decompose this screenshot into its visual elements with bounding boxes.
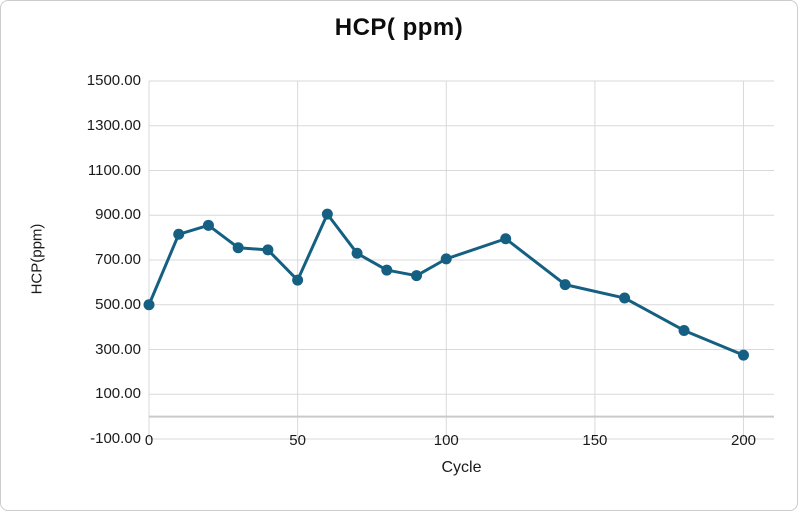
data-point-marker: [381, 264, 393, 276]
data-point-marker: [262, 244, 274, 256]
x-tick-label: 50: [289, 432, 306, 449]
x-axis-title: Cycle: [441, 459, 482, 476]
data-point-marker: [559, 279, 571, 291]
data-point-marker: [173, 228, 185, 240]
data-point-marker: [619, 292, 631, 304]
y-tick-label: 700.00: [95, 251, 141, 268]
chart-title: HCP( ppm): [334, 14, 464, 41]
data-point-marker: [738, 349, 749, 361]
x-tick-label: 0: [144, 432, 154, 449]
y-tick-label: 100.00: [95, 385, 141, 403]
y-tick-label: -100.00: [90, 430, 141, 447]
series-line: [147, 212, 745, 357]
data-point-marker: [202, 219, 214, 231]
y-tick-label: 1300.00: [86, 116, 141, 134]
data-point-marker: [440, 253, 452, 265]
data-point-marker: [292, 274, 304, 286]
data-point-marker: [321, 208, 333, 220]
data-point-marker: [678, 324, 690, 336]
y-tick-label: 300.00: [95, 340, 141, 358]
x-tick-label: 100: [433, 432, 459, 449]
y-tick-label: 1500.00: [86, 72, 141, 89]
x-tick-label: 150: [582, 432, 608, 449]
data-point-marker: [411, 270, 423, 282]
x-tick-label: 200: [730, 432, 757, 449]
y-tick-label: 500.00: [95, 295, 141, 313]
y-tick-label: 1100.00: [87, 161, 141, 179]
data-point-marker: [351, 247, 363, 259]
data-point-marker: [500, 233, 512, 245]
data-point-marker: [143, 299, 155, 311]
data-point-marker: [232, 242, 244, 254]
y-tick-label: 900.00: [95, 206, 141, 224]
